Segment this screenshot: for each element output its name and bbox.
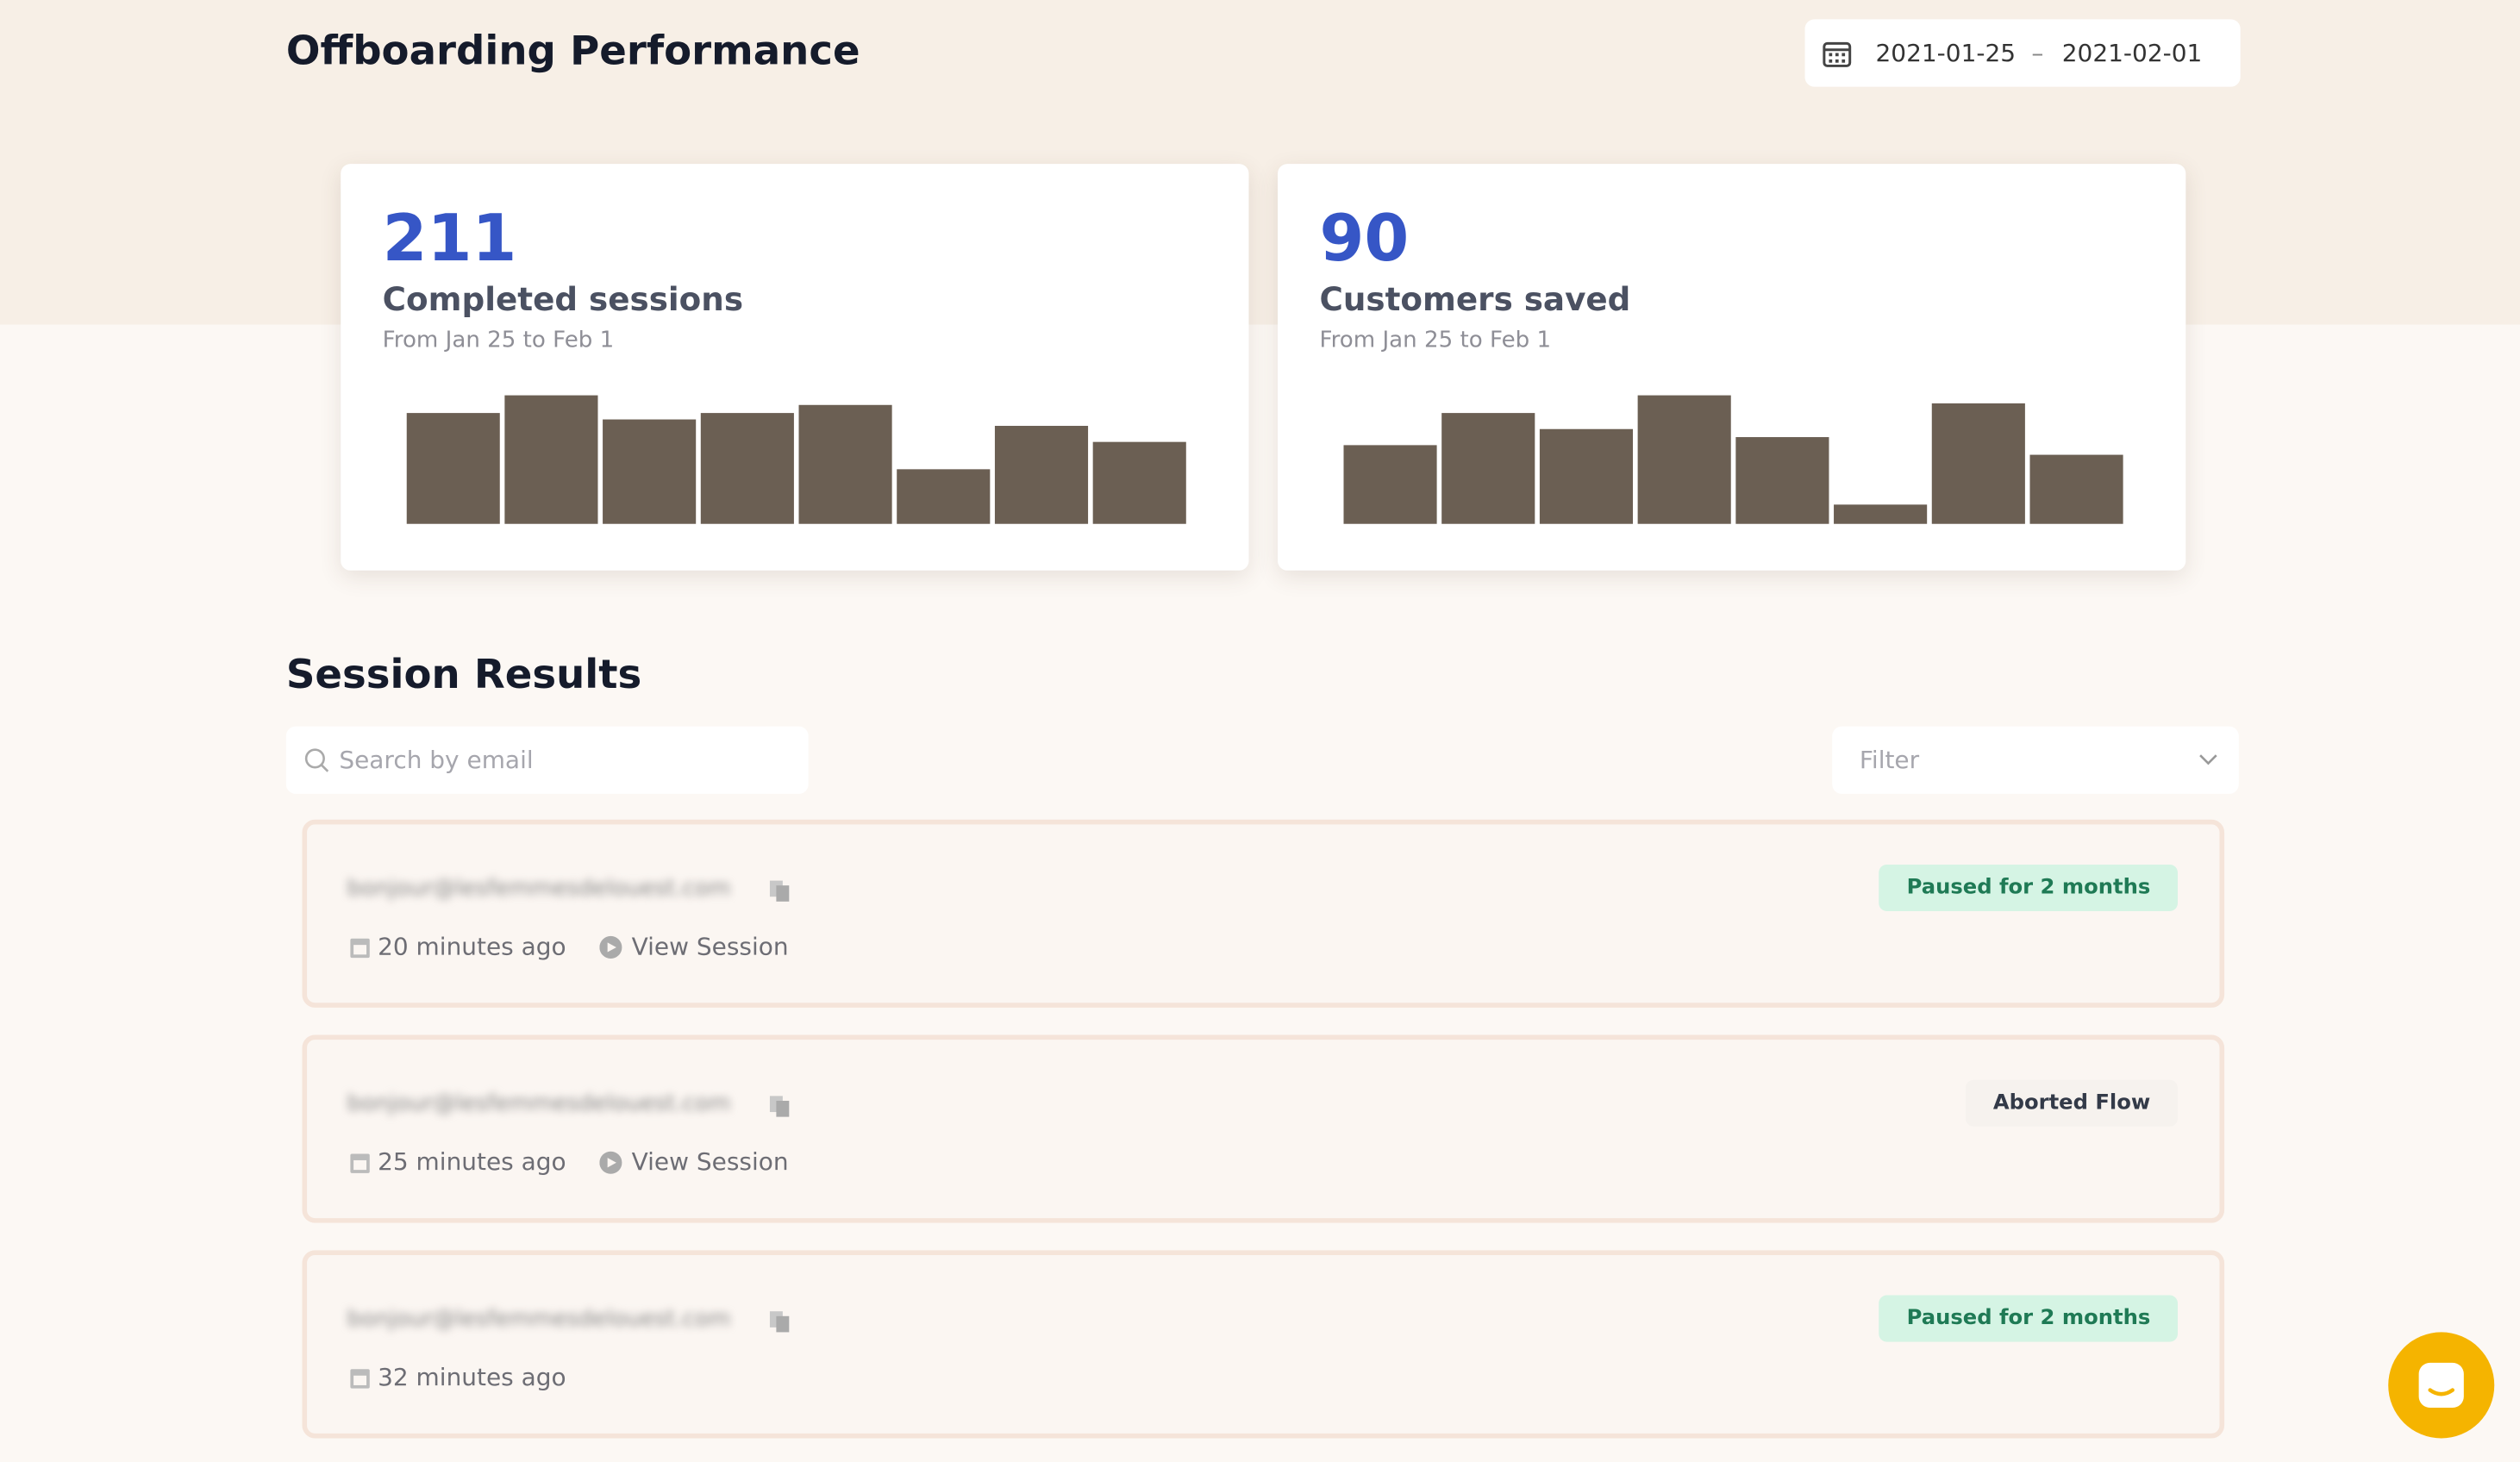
play-icon: [599, 1151, 622, 1174]
stat-value: 211: [382, 202, 517, 277]
chat-button[interactable]: [2388, 1332, 2495, 1439]
session-time: 25 minutes ago: [378, 1147, 566, 1177]
bar: [1441, 413, 1535, 524]
bar-chart: [406, 395, 1186, 524]
bar: [897, 469, 991, 524]
search-placeholder: Search by email: [339, 745, 534, 775]
bar: [1931, 403, 2025, 524]
date-start: 2021-01-25: [1875, 38, 2017, 68]
bar: [406, 413, 500, 524]
session-time: 20 minutes ago: [378, 932, 566, 961]
bar: [994, 426, 1089, 524]
session-row: bonjour@lesfemmesdelouest.com 25 minutes …: [302, 1034, 2225, 1223]
stat-range: From Jan 25 to Feb 1: [1319, 328, 1552, 354]
calendar-icon: [350, 1153, 370, 1173]
session-row: bonjour@lesfemmesdelouest.com 32 minutes …: [302, 1250, 2225, 1439]
page-title: Offboarding Performance: [285, 27, 860, 74]
bar: [1343, 445, 1437, 524]
bar: [1092, 441, 1186, 524]
calendar-icon: [350, 938, 370, 959]
session-email: bonjour@lesfemmesdelouest.com: [347, 875, 731, 902]
bar: [1834, 504, 1928, 524]
section-title: Session Results: [285, 651, 642, 698]
bar: [700, 413, 794, 524]
bar: [504, 395, 598, 524]
stat-card: 211 Completed sessions From Jan 25 to Feb …: [341, 164, 1249, 571]
stat-label: Customers saved: [1319, 279, 1631, 319]
bar-chart: [1343, 395, 2123, 524]
search-input[interactable]: Search by email: [285, 726, 809, 794]
status-badge: Paused for 2 months: [1879, 1295, 2178, 1342]
calendar-icon: [350, 1369, 370, 1389]
date-end: 2021-02-01: [2061, 38, 2203, 68]
session-email: bonjour@lesfemmesdelouest.com: [347, 1090, 731, 1117]
play-icon: [599, 935, 622, 959]
filter-placeholder: Filter: [1859, 745, 1920, 775]
bar: [1637, 395, 1731, 524]
session-row: bonjour@lesfemmesdelouest.com 20 minutes …: [302, 819, 2225, 1008]
date-range-picker[interactable]: 2021-01-25 – 2021-02-01: [1804, 19, 2241, 87]
date-separator: –: [2031, 38, 2044, 68]
chevron-icon: [2199, 754, 2217, 765]
view-session-link[interactable]: View Session: [631, 932, 789, 961]
bar: [603, 419, 697, 524]
session-email: bonjour@lesfemmesdelouest.com: [347, 1306, 731, 1333]
bar: [1539, 428, 1634, 524]
session-time: 32 minutes ago: [378, 1362, 566, 1392]
status-badge: Paused for 2 months: [1879, 864, 2178, 912]
copy-icon: [769, 880, 790, 902]
stat-value: 90: [1319, 202, 1410, 277]
chat-icon: [2418, 1362, 2464, 1409]
copy-icon: [769, 1311, 790, 1333]
view-session-link[interactable]: View Session: [631, 1147, 789, 1177]
search-icon: [304, 748, 329, 772]
bar: [798, 404, 892, 524]
status-badge: Aborted Flow: [1966, 1079, 2178, 1127]
calendar-icon: [1823, 41, 1852, 67]
stat-range: From Jan 25 to Feb 1: [382, 328, 615, 354]
stat-card: 90 Customers saved From Jan 25 to Feb 1: [1278, 164, 2186, 571]
filter-select[interactable]: Filter: [1832, 726, 2239, 794]
copy-icon: [769, 1096, 790, 1117]
bar: [2029, 454, 2123, 524]
bar: [1735, 437, 1829, 524]
stat-label: Completed sessions: [382, 279, 744, 319]
